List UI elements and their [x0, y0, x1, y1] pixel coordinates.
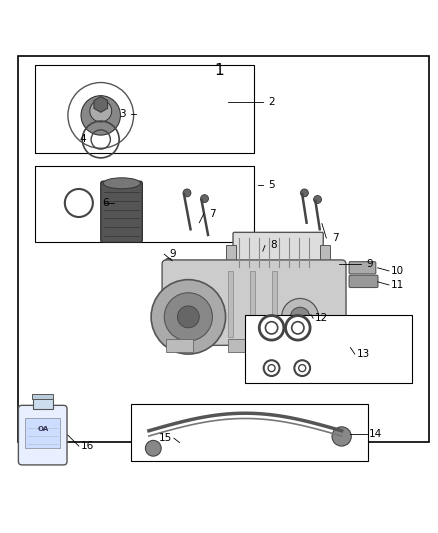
- FancyBboxPatch shape: [349, 262, 376, 274]
- Circle shape: [151, 280, 226, 354]
- Text: 9: 9: [170, 249, 177, 259]
- Bar: [245, 314, 412, 383]
- Text: 2: 2: [268, 97, 275, 107]
- Bar: [18, 56, 429, 442]
- Text: 1: 1: [214, 63, 224, 78]
- Bar: [315, 339, 342, 352]
- Bar: [320, 245, 330, 262]
- FancyBboxPatch shape: [101, 181, 142, 243]
- FancyBboxPatch shape: [233, 232, 323, 272]
- Bar: [166, 339, 193, 352]
- FancyBboxPatch shape: [18, 405, 67, 465]
- Text: OA: OA: [37, 425, 49, 432]
- Text: 7: 7: [209, 209, 216, 219]
- Circle shape: [290, 307, 310, 327]
- FancyBboxPatch shape: [349, 275, 378, 287]
- Text: 4: 4: [80, 134, 87, 144]
- Text: 3: 3: [119, 109, 126, 119]
- Bar: [131, 405, 368, 462]
- Bar: [35, 166, 254, 243]
- Text: 15: 15: [159, 433, 172, 443]
- Circle shape: [332, 427, 351, 446]
- Bar: [272, 271, 277, 336]
- Circle shape: [300, 189, 308, 197]
- Ellipse shape: [103, 178, 140, 189]
- Bar: [228, 339, 254, 352]
- Circle shape: [183, 189, 191, 197]
- Text: 16: 16: [81, 441, 94, 451]
- Bar: [35, 65, 254, 152]
- Circle shape: [331, 263, 339, 270]
- Text: 6: 6: [102, 198, 109, 208]
- Bar: [250, 271, 255, 336]
- Bar: [33, 398, 53, 409]
- FancyBboxPatch shape: [162, 260, 346, 345]
- Circle shape: [164, 293, 212, 341]
- Text: 14: 14: [369, 429, 382, 439]
- Bar: [25, 418, 60, 448]
- Circle shape: [282, 298, 318, 335]
- Bar: [228, 271, 233, 336]
- Text: 7: 7: [332, 233, 339, 243]
- Circle shape: [314, 196, 321, 204]
- Text: 11: 11: [391, 280, 404, 290]
- Text: 12: 12: [315, 313, 328, 323]
- Circle shape: [201, 195, 208, 203]
- Polygon shape: [94, 96, 108, 112]
- Circle shape: [165, 258, 173, 266]
- Bar: [32, 393, 53, 399]
- Bar: [226, 245, 236, 262]
- Text: 13: 13: [357, 349, 370, 359]
- Circle shape: [90, 100, 112, 122]
- Circle shape: [177, 306, 199, 328]
- Circle shape: [145, 440, 161, 456]
- Text: 8: 8: [270, 240, 277, 251]
- Text: 5: 5: [268, 181, 275, 190]
- Circle shape: [81, 96, 120, 135]
- Text: 10: 10: [391, 266, 404, 276]
- Text: 9: 9: [367, 260, 374, 269]
